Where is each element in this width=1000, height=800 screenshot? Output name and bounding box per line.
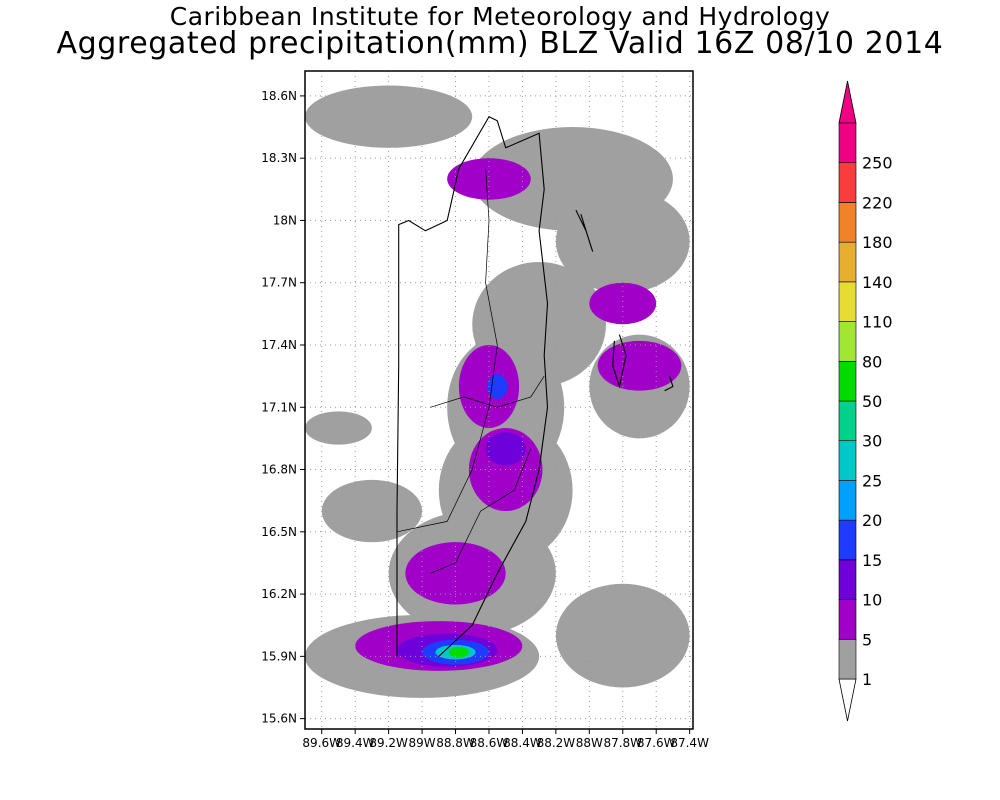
- lat-tick-label: 18N: [273, 213, 297, 227]
- lat-tick-label: 15.9N: [261, 649, 297, 663]
- colorbar-segment: [838, 281, 857, 322]
- colorbar-segment: [838, 480, 857, 521]
- colorbar-label: 5: [862, 630, 872, 649]
- colorbar-segment: [838, 559, 857, 600]
- precip-patch-level-2: [597, 340, 682, 391]
- institute-title: Caribbean Institute for Meteorology and …: [169, 2, 831, 31]
- lon-tick-label: 89.4W: [336, 736, 375, 750]
- colorbar-segment: [838, 638, 857, 680]
- lat-tick-label: 17.7N: [261, 276, 297, 290]
- map-frame: [304, 70, 694, 730]
- colorbar-segment: [838, 162, 857, 203]
- colorbar-label: 50: [862, 392, 882, 411]
- lat-tick-label: 16.5N: [261, 525, 297, 539]
- colorbar-label: 110: [862, 313, 893, 332]
- lon-tick-label: 87.8W: [603, 736, 642, 750]
- precip-patch-level-3: [485, 432, 526, 466]
- colorbar-over-triangle: [838, 80, 857, 124]
- colorbar-segment: [838, 241, 857, 283]
- district-border: [430, 375, 545, 408]
- colorbar-label: 80: [862, 352, 882, 371]
- colorbar-segment: [838, 321, 857, 362]
- colorbar-segment: [838, 122, 857, 164]
- coastline-and-borders: [396, 115, 674, 657]
- colorbar-segment: [838, 440, 857, 481]
- lon-tick-label: 89.2W: [369, 736, 408, 750]
- lon-tick-label: 89.6W: [302, 736, 341, 750]
- precipitation-field: [305, 85, 690, 698]
- colorbar-label: 140: [862, 273, 893, 292]
- precip-patch-level-2: [447, 158, 531, 200]
- lon-tick-label: 87.6W: [637, 736, 676, 750]
- lon-tick-label: 89W: [408, 736, 435, 750]
- lat-tick-label: 15.6N: [261, 712, 297, 726]
- district-border: [430, 448, 532, 574]
- lat-tick-label: 17.1N: [261, 400, 297, 414]
- lat-tick-label: 16.2N: [261, 587, 297, 601]
- lat-tick-label: 16.8N: [261, 463, 297, 477]
- colorbar-label: 220: [862, 193, 893, 212]
- lon-tick-label: 88W: [576, 736, 603, 750]
- belize-outline: [396, 115, 549, 657]
- district-border: [396, 168, 498, 533]
- colorbar-label: 180: [862, 233, 893, 252]
- ambergris-caye: [575, 209, 594, 252]
- colorbar-label: 15: [862, 551, 882, 570]
- precip-patch-level-2: [405, 542, 506, 605]
- precip-patch-level-2: [589, 282, 657, 325]
- colorbar-segment: [838, 519, 857, 561]
- colorbar-label: 1: [862, 670, 872, 689]
- lat-tick-label: 17.4N: [261, 338, 297, 352]
- lon-tick-label: 88.2W: [537, 736, 576, 750]
- colorbar-label: 25: [862, 471, 882, 490]
- colorbar-label: 20: [862, 511, 882, 530]
- lon-tick-label: 87.4W: [670, 736, 709, 750]
- lat-tick-label: 18.6N: [261, 89, 297, 103]
- lon-tick-label: 88.4W: [503, 736, 542, 750]
- lat-tick-label: 18.3N: [261, 151, 297, 165]
- colorbar-label: 250: [862, 154, 893, 173]
- lon-tick-label: 88.8W: [436, 736, 475, 750]
- colorbar-segment: [838, 202, 857, 243]
- precip-patch-level-8: [448, 647, 469, 658]
- colorbar-label: 10: [862, 591, 882, 610]
- colorbar-segment: [838, 360, 857, 402]
- lon-tick-label: 88.6W: [470, 736, 509, 750]
- map-title: Aggregated precipitation(mm) BLZ Valid 1…: [56, 26, 944, 61]
- colorbar-label: 30: [862, 432, 882, 451]
- colorbar-segment: [838, 400, 857, 442]
- lighthouse-reef: [664, 375, 674, 392]
- colorbar-under-triangle: [838, 678, 857, 722]
- colorbar-segment: [838, 599, 857, 640]
- turneffe-atoll: [612, 334, 627, 389]
- latitude-axis: 18.6N 18.3N 18N 17.7N 17.4N 17.1N 16.8N 16.5N 16…: [261, 89, 305, 726]
